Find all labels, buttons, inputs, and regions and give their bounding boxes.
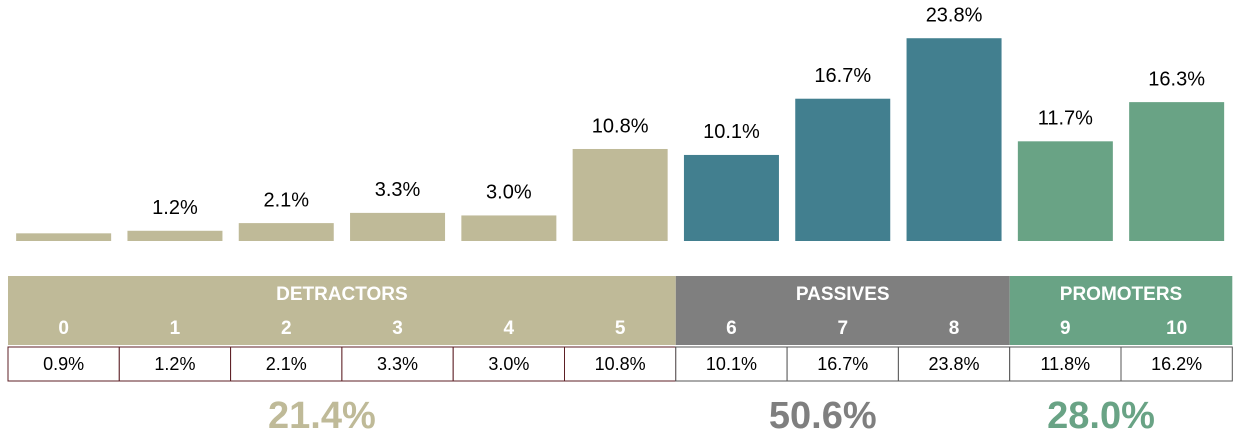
table-value: 16.7% — [817, 354, 868, 374]
table-value: 10.1% — [706, 354, 757, 374]
value-label: 10.8% — [592, 115, 649, 137]
group-header — [8, 276, 676, 345]
bar — [906, 38, 1002, 241]
table-value: 3.3% — [377, 354, 418, 374]
group-header — [675, 276, 1010, 345]
value-label: 23.8% — [926, 5, 983, 27]
table-value: 2.1% — [266, 354, 307, 374]
table-cell — [7, 346, 120, 382]
bar — [795, 98, 891, 241]
category-label: 5 — [615, 318, 626, 339]
category-label: 0 — [58, 318, 69, 339]
group-total: 28.0% — [1047, 395, 1155, 436]
table-cell — [118, 346, 232, 382]
group-header — [1009, 276, 1233, 345]
table-cell — [1009, 346, 1122, 382]
bar — [16, 233, 112, 241]
bar — [350, 212, 446, 241]
value-label: 2.1% — [263, 189, 309, 211]
table-value: 1.2% — [154, 354, 195, 374]
bar — [127, 230, 223, 241]
category-label: 7 — [837, 318, 848, 339]
category-label: 10 — [1166, 318, 1187, 339]
table-cell — [341, 346, 454, 382]
value-label: 16.7% — [814, 65, 871, 87]
table-cell — [897, 346, 1011, 382]
group-name: PROMOTERS — [1060, 284, 1182, 305]
table-cell — [675, 346, 788, 382]
group-name: DETRACTORS — [276, 284, 408, 305]
category-label: 3 — [392, 318, 403, 339]
bar — [572, 148, 668, 241]
table-cell — [230, 346, 343, 382]
bar — [238, 223, 334, 241]
table-cell — [564, 346, 677, 382]
table-value: 0.9% — [43, 354, 84, 374]
value-label: 3.0% — [486, 182, 532, 204]
table-cell — [452, 346, 566, 382]
bar — [1129, 102, 1225, 242]
bar — [683, 154, 779, 241]
table-value: 10.8% — [595, 354, 646, 374]
category-label: 6 — [726, 318, 737, 339]
table-cell — [786, 346, 899, 382]
value-label: 3.3% — [375, 179, 421, 201]
category-label: 8 — [949, 318, 960, 339]
category-label: 1 — [170, 318, 181, 339]
group-total: 21.4% — [268, 395, 376, 436]
value-label: 10.1% — [703, 121, 760, 143]
category-label: 9 — [1060, 318, 1071, 339]
table-value: 11.8% — [1040, 354, 1090, 374]
bar — [1017, 141, 1113, 241]
table-cell — [1120, 346, 1233, 382]
category-label: 2 — [281, 318, 292, 339]
value-label: 11.7% — [1038, 108, 1093, 130]
value-label: 16.3% — [1148, 68, 1205, 90]
group-name: PASSIVES — [796, 284, 890, 305]
table-value: 16.2% — [1151, 354, 1202, 374]
category-label: 4 — [504, 318, 515, 339]
table-value: 3.0% — [488, 354, 529, 374]
bar — [461, 215, 557, 241]
table-value: 23.8% — [929, 354, 980, 374]
group-total: 50.6% — [769, 395, 877, 436]
value-label: 1.2% — [152, 197, 198, 219]
